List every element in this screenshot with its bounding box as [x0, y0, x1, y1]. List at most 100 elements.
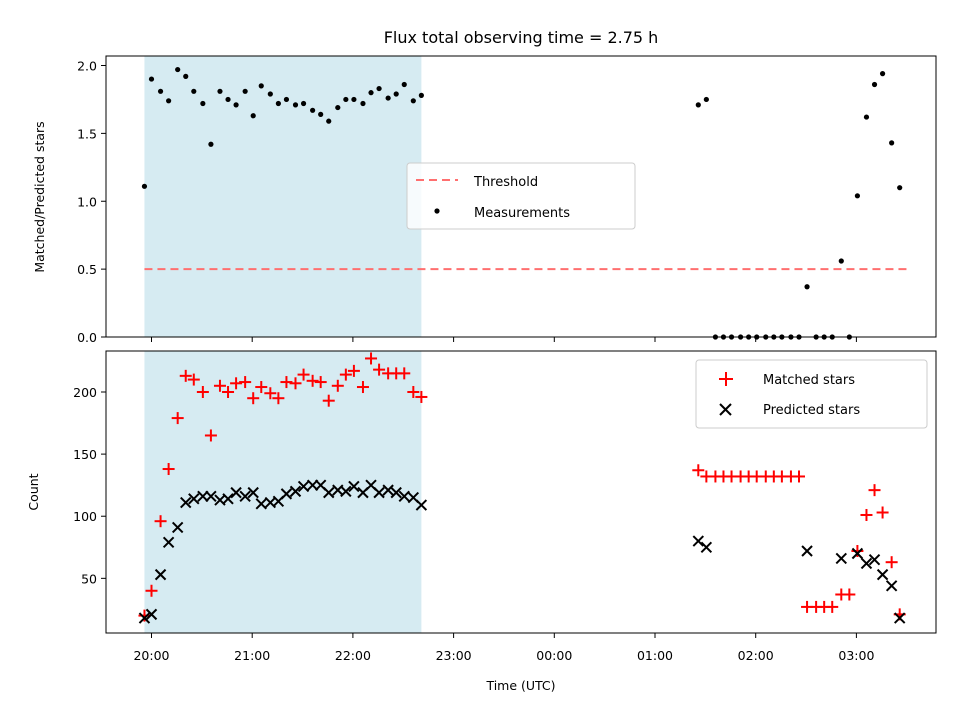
- matched-star-marker: [851, 545, 864, 558]
- matched-star-marker: [255, 381, 268, 394]
- measurement-point: [258, 83, 264, 89]
- measurement-point: [217, 88, 223, 94]
- predicted-star-marker: [255, 498, 267, 510]
- matched-star-marker: [826, 600, 839, 613]
- bottom-x-tick-label: 22:00: [335, 648, 371, 663]
- predicted-star-marker: [373, 486, 385, 499]
- measurement-point: [360, 100, 366, 107]
- matched-star-marker: [289, 377, 302, 390]
- top-y-tick-label: 2.0: [77, 59, 97, 74]
- bottom-x-tick-label: 00:00: [536, 648, 572, 663]
- measurement-point: [418, 92, 424, 98]
- matched-star-marker: [306, 374, 319, 387]
- measurement-point: [804, 284, 810, 290]
- predicted-star-marker: [145, 608, 158, 621]
- measurement-point: [225, 96, 231, 103]
- predicted-star-marker: [893, 612, 906, 624]
- predicted-star-marker: [415, 499, 428, 511]
- measurement-point: [175, 66, 181, 73]
- legend-matched-label: Matched stars: [763, 373, 855, 388]
- measurement-point: [318, 111, 324, 117]
- bottom-y-tick-label: 100: [73, 509, 97, 524]
- measurement-point: [343, 96, 349, 103]
- predicted-star-marker: [171, 521, 184, 534]
- top-y-tick-label: 0.0: [77, 330, 97, 345]
- bottom-x-tick-label: 03:00: [838, 648, 874, 663]
- measurement-point: [233, 102, 239, 108]
- matched-star-marker: [843, 588, 856, 601]
- bottom-y-axis-label: Count: [26, 473, 41, 510]
- measurement-point: [897, 185, 903, 191]
- bottom-x-tick-label: 23:00: [436, 648, 472, 663]
- matched-star-marker: [272, 392, 285, 405]
- top-y-tick-label: 1.5: [77, 126, 97, 141]
- top-y-tick-label: 1.0: [77, 194, 97, 209]
- matched-star-marker: [860, 508, 873, 521]
- matched-star-marker: [398, 367, 411, 380]
- predicted-star-marker: [348, 480, 360, 493]
- legend-threshold-label: Threshold: [473, 175, 538, 190]
- measurement-point: [879, 71, 886, 77]
- matched-star-marker: [415, 390, 428, 403]
- predicted-star-marker: [860, 557, 873, 570]
- predicted-star-marker: [885, 580, 898, 592]
- measurement-point: [376, 85, 382, 92]
- measurement-points: [141, 66, 903, 340]
- matched-star-marker: [876, 506, 889, 519]
- matched-star-marker: [154, 515, 167, 528]
- matched-star-marker: [297, 368, 310, 381]
- measurement-point: [703, 96, 709, 103]
- matched-stars-points: [138, 352, 906, 622]
- measurement-point: [863, 114, 870, 120]
- measurement-point: [368, 90, 374, 96]
- measurement-point: [300, 100, 307, 107]
- bottom-y-tick-label: 200: [73, 385, 97, 400]
- matched-star-marker: [793, 470, 806, 483]
- measurement-point: [242, 88, 248, 94]
- measurement-point: [410, 98, 416, 104]
- predicted-star-marker: [138, 612, 151, 624]
- matched-star-marker: [264, 387, 277, 400]
- bottom-y-tick-label: 50: [81, 571, 97, 586]
- measurement-point: [385, 95, 391, 101]
- matched-star-marker: [138, 609, 151, 622]
- legend-predicted-label: Predicted stars: [763, 403, 860, 418]
- matched-star-marker: [230, 377, 243, 390]
- predicted-star-marker: [382, 484, 394, 496]
- matched-star-marker: [179, 369, 192, 382]
- measurement-point: [200, 100, 206, 107]
- matched-star-marker: [868, 484, 881, 497]
- measurement-point: [351, 96, 357, 103]
- predicted-star-marker: [180, 496, 192, 509]
- measurement-point: [275, 100, 281, 107]
- measurement-point: [157, 88, 164, 94]
- predicted-star-marker: [289, 485, 302, 498]
- matched-star-marker: [331, 379, 344, 392]
- measurement-point: [283, 96, 290, 103]
- measurement-point: [310, 107, 316, 113]
- predicted-star-marker: [280, 488, 293, 500]
- predicted-star-marker: [247, 486, 259, 499]
- measurement-point: [838, 258, 844, 264]
- predicted-stars-points: [138, 479, 906, 624]
- measurement-point: [141, 183, 148, 189]
- matched-star-marker: [347, 364, 360, 377]
- measurement-point: [250, 113, 256, 119]
- matched-star-marker: [314, 376, 327, 389]
- matched-star-marker: [692, 464, 705, 477]
- matched-star-marker: [213, 379, 226, 392]
- chart-title: Flux total observing time = 2.75 h: [384, 28, 659, 47]
- measurement-point: [326, 118, 332, 124]
- top-axes-frame: [105, 55, 937, 338]
- measurement-point: [292, 102, 299, 108]
- top-panel: 0.00.51.01.52.0 Matched/Predicted stars …: [32, 55, 937, 345]
- predicted-star-marker: [188, 493, 200, 505]
- matched-star-marker: [145, 584, 158, 597]
- bottom-panel: 50 100 150 200 20:00 21:00 22:00 23:00 00:00 01:…: [26, 350, 937, 693]
- x-axis-label: Time (UTC): [485, 678, 555, 693]
- matched-star-marker: [322, 394, 335, 407]
- top-y-tick-label: 0.5: [77, 262, 97, 277]
- matched-star-marker: [187, 373, 200, 386]
- matched-star-marker: [239, 376, 252, 389]
